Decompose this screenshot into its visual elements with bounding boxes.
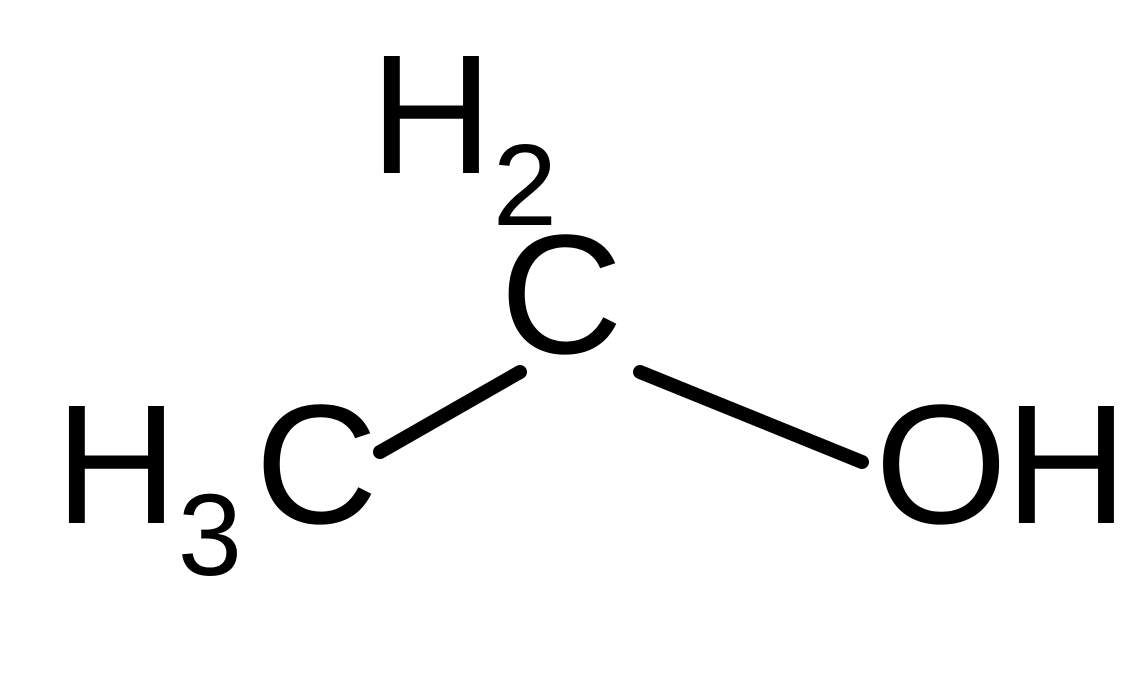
atom-label: O bbox=[875, 370, 1007, 560]
bond-right bbox=[640, 372, 862, 462]
bond-left bbox=[380, 372, 520, 452]
chemical-structure-diagram: H2 C H3 C O H bbox=[0, 0, 1134, 674]
atom-left-methyl-h: H3 bbox=[55, 380, 242, 577]
atom-label: H bbox=[55, 370, 178, 560]
atom-right-hydroxyl-o: O bbox=[875, 380, 1007, 577]
atom-label: H bbox=[1005, 370, 1128, 560]
atom-label: H bbox=[370, 20, 493, 210]
atom-label: C bbox=[500, 200, 623, 390]
atom-label: C bbox=[255, 370, 378, 560]
atom-right-hydroxyl-h: H bbox=[1005, 380, 1128, 577]
atom-center-carbon: C bbox=[500, 210, 623, 407]
atom-top-hydrogen: H2 bbox=[370, 30, 557, 227]
atom-left-methyl-c: C bbox=[255, 380, 378, 577]
atom-subscript: 3 bbox=[178, 471, 242, 600]
